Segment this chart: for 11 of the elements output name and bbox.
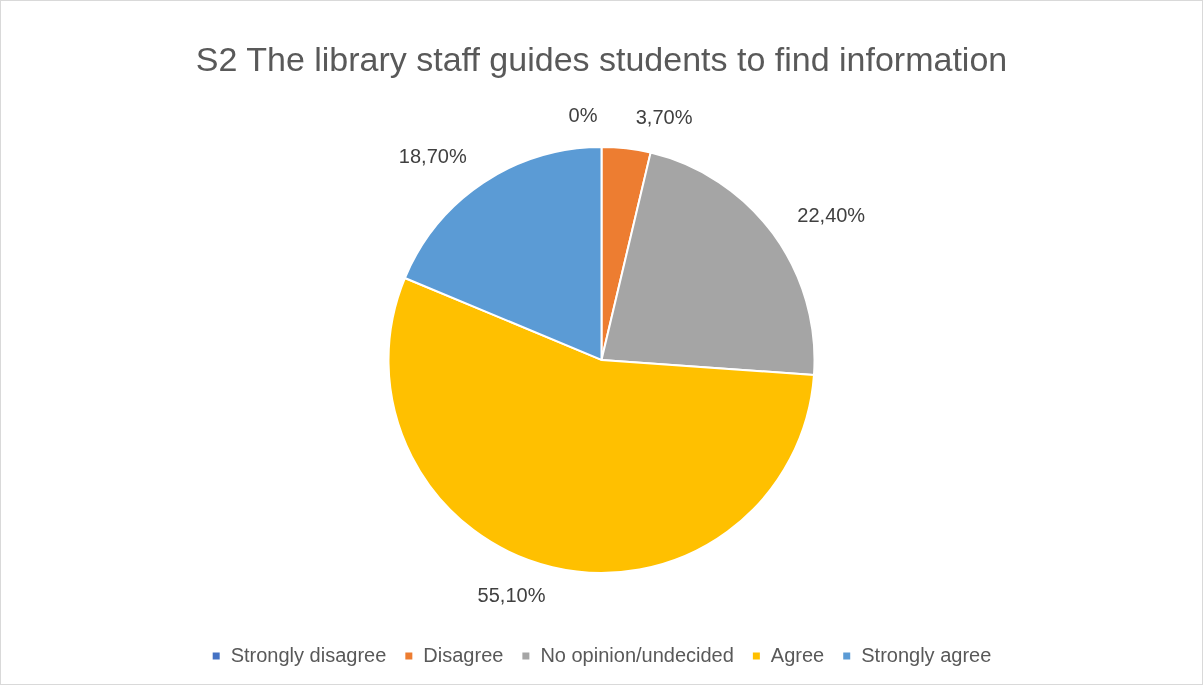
chart-title: S2 The library staff guides students to find information (195, 39, 1008, 78)
legend-label: No opinion/undecided (540, 643, 734, 666)
legend-label: Agree (770, 643, 825, 666)
data-label: 18,70% (398, 145, 467, 168)
data-label: 22,40% (797, 203, 866, 226)
data-label: 55,10% (477, 583, 546, 606)
text: 0% (568, 104, 598, 127)
data-label: 3,70% (635, 106, 693, 129)
legend-label: Strongly agree (861, 643, 992, 666)
legend-label: Disagree (423, 643, 504, 666)
legend-label: Strongly disagree (230, 643, 387, 666)
